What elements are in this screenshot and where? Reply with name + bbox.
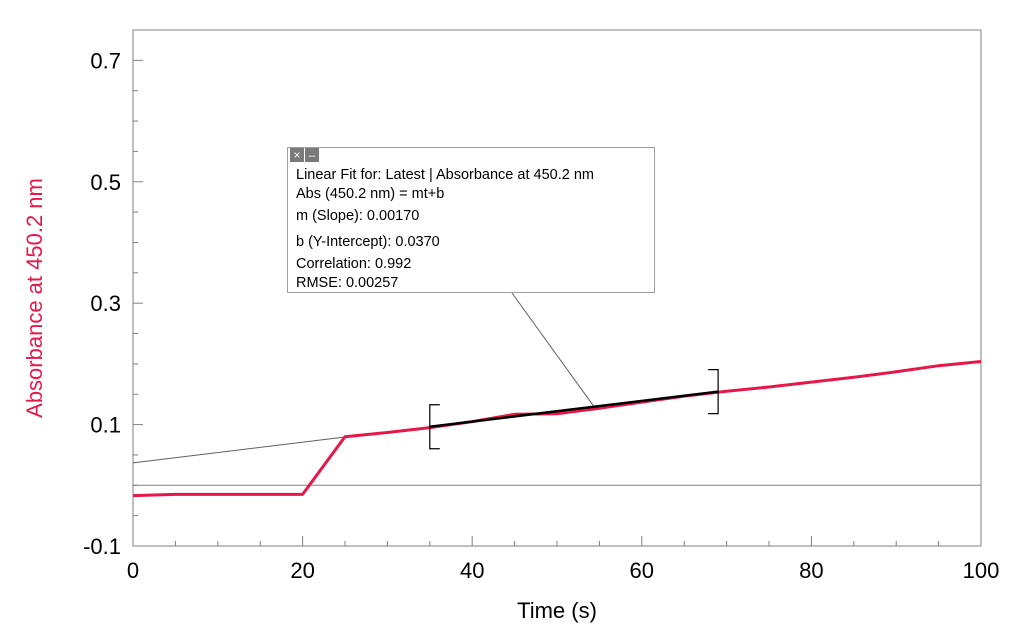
fit-intercept: b (Y-Intercept): 0.0370 bbox=[296, 234, 440, 250]
fit-rmse: RMSE: 0.00257 bbox=[296, 275, 399, 291]
series-absorbance-line bbox=[132, 360, 982, 498]
x-tick-label: 80 bbox=[799, 558, 823, 583]
fit-box-leader-line bbox=[511, 292, 595, 407]
x-tick-label: 100 bbox=[963, 558, 1000, 583]
fit-range-bracket-right[interactable] bbox=[708, 369, 719, 415]
y-tick-label: 0.1 bbox=[90, 413, 121, 438]
x-axis-title: Time (s) bbox=[517, 598, 597, 623]
y-tick-label: 0.3 bbox=[90, 291, 121, 316]
fit-correlation: Correlation: 0.992 bbox=[296, 256, 412, 272]
x-tick-label: 0 bbox=[127, 558, 139, 583]
y-tick-label: -0.1 bbox=[83, 534, 121, 559]
x-tick-label: 20 bbox=[290, 558, 314, 583]
y-tick-label: 0.5 bbox=[90, 170, 121, 195]
minimize-icon[interactable]: – bbox=[305, 148, 319, 162]
fit-range-bracket-left[interactable] bbox=[429, 404, 440, 450]
x-tick-label: 40 bbox=[460, 558, 484, 583]
x-tick-label: 60 bbox=[630, 558, 654, 583]
y-axis-ticks: -0.1 0.1 0.3 0.5 0.7 bbox=[83, 48, 143, 559]
y-axis-title: Absorbance at 450.2 nm bbox=[22, 178, 47, 418]
fit-equation: Abs (450.2 nm) = mt+b bbox=[296, 186, 445, 202]
fit-slope: m (Slope): 0.00170 bbox=[296, 208, 420, 224]
fit-title: Linear Fit for: Latest | Absorbance at 4… bbox=[296, 167, 594, 183]
x-axis-ticks: 0 20 40 60 80 100 bbox=[127, 536, 999, 583]
fit-extension-line bbox=[132, 436, 346, 464]
close-icon[interactable]: × bbox=[290, 148, 304, 162]
y-tick-label: 0.7 bbox=[90, 48, 121, 73]
fit-line[interactable] bbox=[429, 390, 719, 428]
linear-fit-box[interactable]: × – Linear Fit for: Latest | Absorbance … bbox=[287, 147, 655, 293]
